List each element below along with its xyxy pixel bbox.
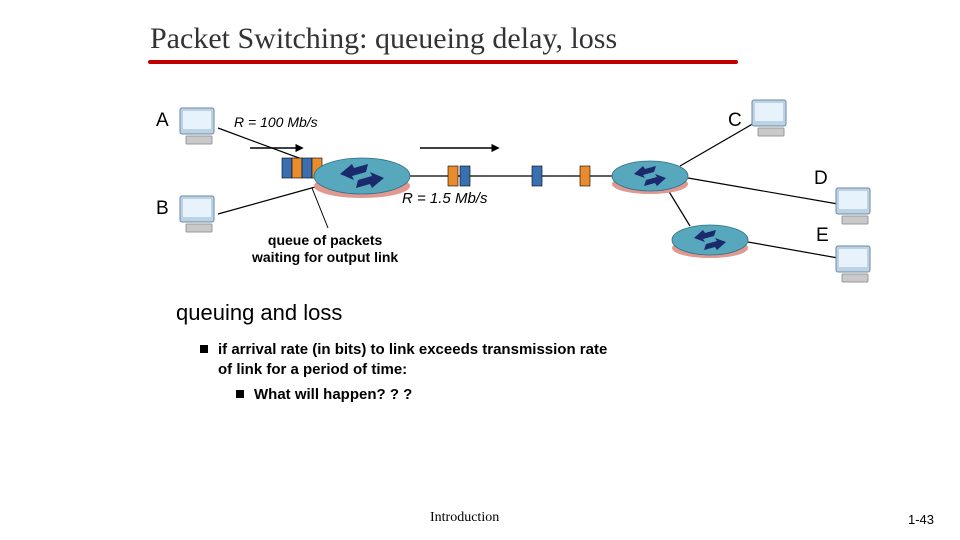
network-diagram (0, 0, 960, 300)
bullet-text-line2: of link for a period of time: (218, 361, 407, 378)
router-r1 (314, 158, 410, 198)
router-r3 (672, 225, 748, 258)
node-label-c: C (728, 110, 742, 132)
queue-caption: queue of packets waiting for output link (252, 232, 398, 266)
bullet-square-icon (200, 345, 208, 353)
bullet-item: if arrival rate (in bits) to link exceed… (200, 340, 760, 405)
router-r2 (612, 161, 688, 194)
bullet-text-line1: if arrival rate (in bits) to link exceed… (218, 341, 607, 358)
rate-label-bottom: R = 1.5 Mb/s (402, 190, 487, 207)
bullet-list: if arrival rate (in bits) to link exceed… (200, 340, 760, 405)
node-label-d: D (814, 168, 828, 190)
rate-label-top: R = 100 Mb/s (234, 114, 318, 130)
node-label-a: A (156, 110, 169, 132)
bullet-square-icon (236, 390, 244, 398)
queue-callout-line (312, 188, 328, 228)
node-label-e: E (816, 225, 829, 247)
node-label-b: B (156, 198, 169, 220)
footer-chapter: Introduction (430, 510, 499, 526)
subheading: queuing and loss (176, 300, 342, 326)
queue-caption-line1: queue of packets (252, 232, 398, 249)
sub-bullet-text: What will happen? ? ? (254, 385, 412, 405)
queue-caption-line2: waiting for output link (252, 249, 398, 266)
footer-page-number: 1-43 (908, 512, 934, 527)
